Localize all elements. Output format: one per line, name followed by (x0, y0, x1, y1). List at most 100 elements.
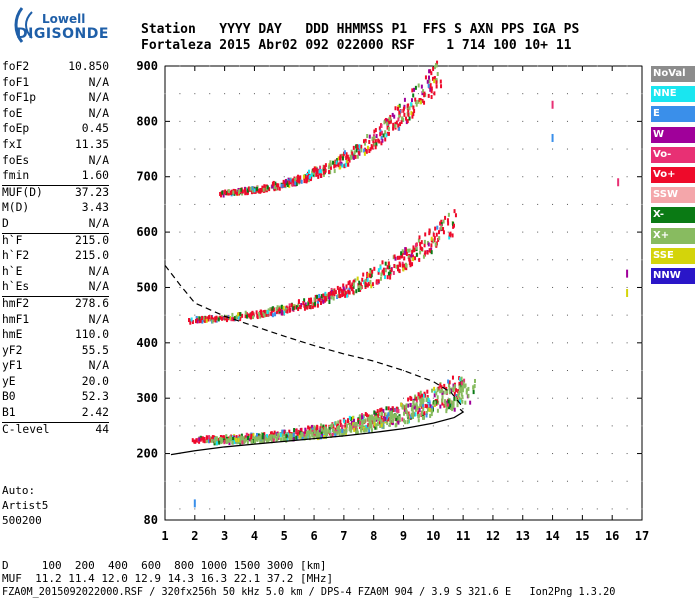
echo-point (431, 76, 434, 81)
grid-dot (298, 425, 300, 427)
echo-point (394, 106, 397, 111)
side-mark (617, 178, 620, 187)
echo-point (343, 150, 346, 155)
grid-dot (164, 148, 166, 150)
echo-point (398, 261, 401, 266)
grid-dot (552, 231, 554, 233)
echo-point (453, 397, 456, 402)
echo-point (195, 319, 198, 324)
echo-point (378, 139, 381, 144)
echo-point (404, 420, 407, 425)
grid-dot (611, 397, 613, 399)
echo-point (467, 393, 470, 398)
echo-point (375, 423, 378, 428)
echo-point (371, 416, 374, 421)
echo-point (414, 412, 417, 417)
echo-point (410, 102, 413, 107)
grid-dot (283, 259, 285, 261)
echo-point (251, 186, 254, 191)
echo-point (444, 401, 447, 406)
echo-point (358, 280, 361, 285)
y-tick-label: 200 (136, 447, 158, 461)
y-tick-label: 300 (136, 391, 158, 405)
echo-point (217, 317, 220, 322)
echo-point (430, 86, 433, 91)
grid-dot (522, 425, 524, 427)
grid-dot (194, 203, 196, 205)
y-tick-label: 500 (136, 280, 158, 294)
echo-point (197, 316, 200, 321)
x-tick-label: 9 (400, 529, 407, 543)
echo-point (435, 400, 438, 405)
echo-point (373, 135, 376, 140)
echo-point (256, 432, 259, 437)
echo-point (363, 419, 366, 424)
echo-point (301, 432, 304, 437)
echo-point (433, 91, 436, 96)
echo-point (469, 400, 472, 405)
echo-point (440, 219, 443, 224)
echo-point (437, 230, 440, 235)
echo-point (341, 432, 344, 437)
echo-point (304, 427, 307, 432)
echo-point (397, 409, 400, 414)
echo-point (408, 261, 411, 266)
grid-dot (253, 231, 255, 233)
echo-point (305, 435, 308, 440)
echo-point (386, 131, 389, 136)
echo-point (308, 169, 311, 174)
side-mark (193, 499, 196, 508)
grid-dot (268, 93, 270, 95)
echo-point (377, 268, 380, 273)
grid-dot (298, 453, 300, 455)
grid-dot (239, 425, 241, 427)
grid-dot (417, 148, 419, 150)
echo-point (249, 434, 252, 439)
grid-dot (447, 397, 449, 399)
echo-point (423, 391, 426, 396)
echo-point (436, 395, 439, 400)
echo-point (261, 185, 264, 190)
echo-point (402, 108, 405, 113)
grid-dot (328, 259, 330, 261)
echo-point (388, 422, 391, 427)
grid-dot (298, 231, 300, 233)
grid-dot (388, 314, 390, 316)
grid-dot (313, 397, 315, 399)
echo-point (427, 407, 430, 412)
grid-dot (611, 286, 613, 288)
echo-point (340, 428, 343, 433)
grid-dot (641, 203, 643, 205)
echo-point (423, 252, 426, 257)
echo-point (224, 438, 227, 443)
echo-point (451, 407, 454, 412)
echo-point (357, 420, 360, 425)
grid-dot (373, 148, 375, 150)
echo-point (250, 433, 253, 438)
echo-point (402, 267, 405, 272)
echo-point (443, 383, 446, 388)
grid-dot (566, 148, 568, 150)
echo-point (300, 179, 303, 184)
echo-point (402, 411, 405, 416)
echo-point (453, 209, 456, 214)
echo-point (414, 243, 417, 248)
echo-point (430, 408, 433, 413)
echo-point (425, 410, 428, 415)
echo-point (239, 317, 242, 322)
echo-point (249, 186, 252, 191)
echo-point (253, 188, 256, 193)
grid-dot (209, 176, 211, 178)
echo-point (313, 435, 316, 440)
y-tick-label: 800 (136, 114, 158, 128)
echo-point (377, 138, 380, 143)
echo-point (295, 435, 298, 440)
grid-dot (462, 93, 464, 95)
grid-dot (447, 425, 449, 427)
grid-dot (253, 397, 255, 399)
echo-point (220, 439, 223, 444)
echo-point (284, 179, 287, 184)
echo-point (409, 263, 412, 268)
echo-point (232, 190, 235, 195)
param-name: h`F (2, 233, 23, 247)
